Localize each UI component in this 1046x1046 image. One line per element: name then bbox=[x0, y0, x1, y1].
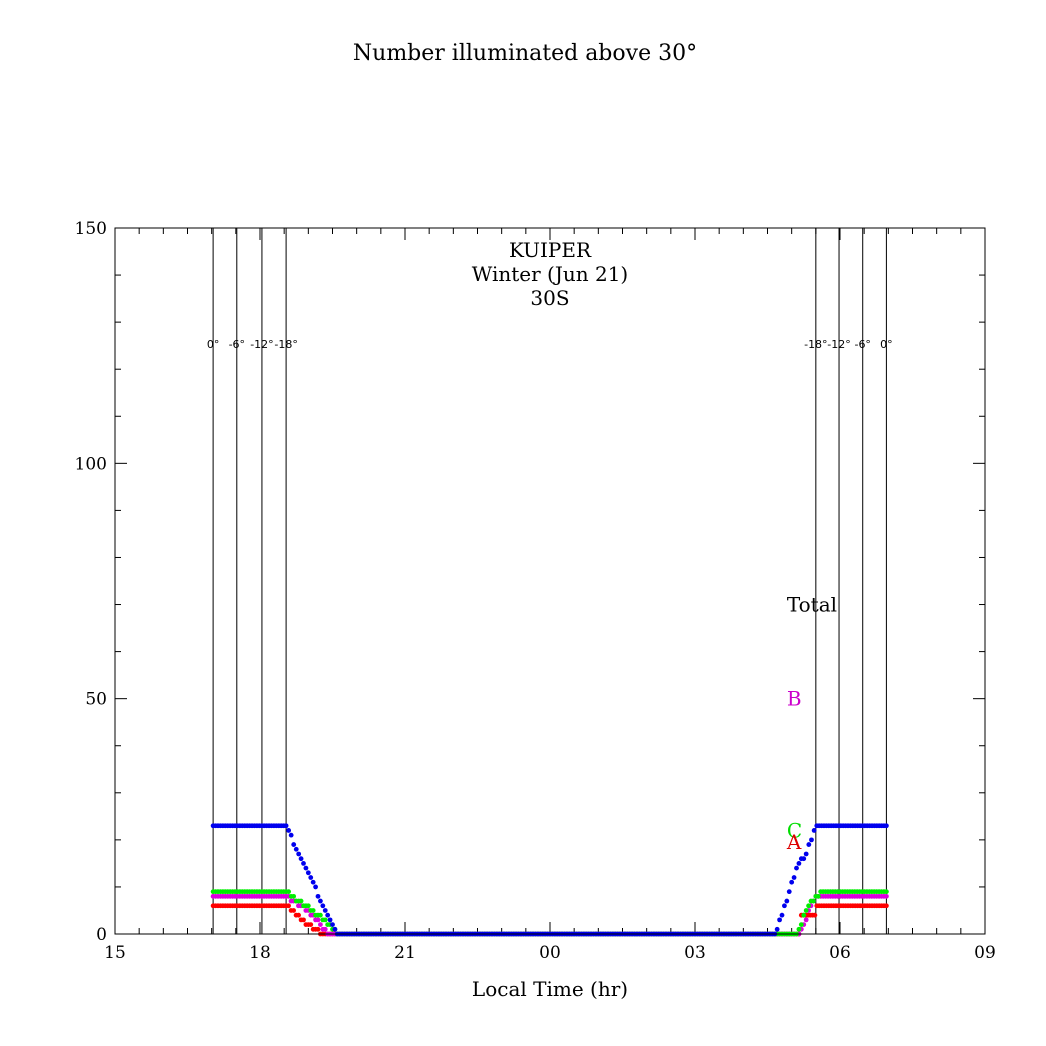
x-tick-label: 06 bbox=[829, 943, 851, 963]
data-point-total bbox=[283, 823, 289, 829]
data-point-total bbox=[774, 926, 780, 932]
data-point-total bbox=[806, 842, 812, 847]
data-point-c bbox=[305, 903, 311, 909]
x-tick-label: 18 bbox=[249, 943, 271, 963]
data-point-total bbox=[786, 889, 792, 895]
data-point-c bbox=[322, 917, 328, 923]
data-point-c bbox=[815, 893, 821, 899]
data-point-a bbox=[286, 903, 291, 909]
data-point-c bbox=[884, 889, 889, 895]
data-point-b bbox=[884, 893, 889, 899]
legend: Total B CA bbox=[786, 593, 837, 855]
y-tick-label: 150 bbox=[75, 219, 107, 239]
data-point-b bbox=[803, 917, 809, 923]
chart-title: Number illuminated above 30° bbox=[353, 41, 697, 66]
data-point-total bbox=[803, 851, 809, 857]
data-point-c bbox=[796, 926, 802, 932]
x-axis-label: Local Time (hr) bbox=[472, 977, 628, 1001]
legend-label-b: B bbox=[787, 687, 802, 711]
data-point-c bbox=[298, 898, 304, 904]
data-point-c bbox=[806, 903, 811, 909]
data-point-b bbox=[318, 922, 323, 927]
data-point-total bbox=[298, 856, 304, 862]
data-point-total bbox=[315, 893, 321, 899]
data-point-total bbox=[796, 861, 802, 866]
data-point-total bbox=[296, 851, 302, 857]
twilight-label: -18° bbox=[804, 338, 827, 351]
plot-frame bbox=[114, 227, 986, 935]
data-point-total bbox=[782, 903, 787, 909]
data-point-total bbox=[318, 898, 323, 904]
data-point-b bbox=[322, 926, 328, 932]
data-point-a bbox=[315, 926, 321, 932]
twilight-label: -18° bbox=[274, 338, 297, 351]
data-point-c bbox=[801, 912, 807, 918]
data-point-c bbox=[291, 893, 297, 899]
data-point-c bbox=[798, 922, 804, 927]
twilight-label: 0° bbox=[207, 338, 220, 351]
twilight-label: -12° bbox=[827, 338, 850, 351]
data-point-a bbox=[884, 903, 889, 909]
data-point-total bbox=[320, 903, 326, 909]
x-tick-label: 09 bbox=[974, 943, 996, 963]
twilight-lines: 0° -6° -12° -18° -18° -12° -6° 0° bbox=[207, 228, 893, 934]
data-point-total bbox=[884, 823, 889, 829]
data-point-total bbox=[310, 879, 316, 885]
data-point-total bbox=[777, 917, 782, 923]
data-point-a bbox=[301, 917, 306, 923]
data-point-total bbox=[301, 861, 306, 866]
legend-label-total: Total bbox=[787, 593, 837, 617]
data-point-a bbox=[291, 908, 296, 913]
legend-label-a: A bbox=[786, 830, 802, 854]
data-point-a bbox=[812, 912, 818, 918]
data-point-a bbox=[296, 912, 301, 918]
data-point-total bbox=[325, 912, 331, 918]
data-point-c bbox=[318, 912, 323, 918]
data-point-c bbox=[286, 889, 292, 895]
twilight-label: 0° bbox=[880, 338, 893, 351]
twilight-label: -6° bbox=[854, 338, 870, 351]
data-point-total bbox=[801, 856, 807, 862]
data-point-total bbox=[293, 846, 299, 852]
data-point-b bbox=[315, 917, 321, 923]
data-point-c bbox=[811, 898, 816, 904]
annotation-line-2: Winter (Jun 21) bbox=[472, 262, 628, 286]
annotation-line-1: KUIPER bbox=[509, 238, 592, 262]
data-point-total bbox=[811, 828, 817, 833]
y-tick-label: 0 bbox=[96, 925, 107, 945]
data-point-total bbox=[789, 879, 795, 885]
x-tick-label: 15 bbox=[104, 943, 126, 963]
data-point-total bbox=[313, 884, 318, 890]
data-point-total bbox=[332, 926, 338, 932]
y-tick-label: 50 bbox=[85, 690, 107, 710]
data-point-total bbox=[288, 832, 294, 838]
twilight-label: -12° bbox=[250, 338, 273, 351]
data-point-a bbox=[308, 922, 314, 927]
data-point-total bbox=[330, 922, 335, 927]
data-point-total bbox=[794, 865, 799, 871]
data-point-total bbox=[291, 842, 297, 847]
data-point-total bbox=[809, 837, 814, 843]
y-tick-label: 100 bbox=[75, 454, 107, 474]
data-point-total bbox=[784, 898, 790, 904]
data-point-total bbox=[779, 912, 785, 918]
annotation-line-3: 30S bbox=[530, 286, 569, 310]
twilight-label: -6° bbox=[229, 338, 245, 351]
data-point-total bbox=[305, 870, 311, 876]
data-point-total bbox=[286, 828, 292, 833]
x-tick-label: 00 bbox=[539, 943, 561, 963]
x-tick-label: 03 bbox=[684, 943, 706, 963]
data-point-total bbox=[303, 865, 309, 871]
data-point-total bbox=[791, 875, 797, 880]
x-tick-label: 21 bbox=[394, 943, 416, 963]
data-point-total bbox=[322, 908, 328, 913]
data-point-total bbox=[308, 875, 314, 880]
legend-label-c: C bbox=[787, 818, 802, 842]
data-point-c bbox=[803, 908, 809, 913]
data-point-c bbox=[310, 908, 316, 913]
data-point-total bbox=[327, 917, 333, 923]
